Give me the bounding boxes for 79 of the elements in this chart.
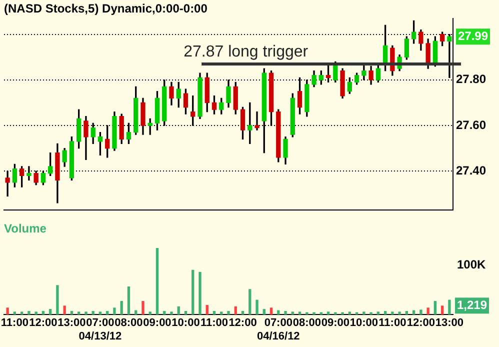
bar <box>184 310 188 315</box>
bar <box>398 312 401 315</box>
bar <box>28 310 30 315</box>
x-tick-label: 11:00 <box>0 317 28 330</box>
bar <box>120 301 123 315</box>
bar <box>78 312 80 315</box>
x-tick-label: 10:00 <box>172 317 200 330</box>
x-tick-label: 12:00 <box>29 317 58 330</box>
x-tick-label: 11:00 <box>200 317 228 330</box>
y-tick-label: 27.40 <box>456 163 486 178</box>
bar <box>127 286 130 315</box>
x-tick-label: 13:00 <box>58 317 86 330</box>
bar <box>348 312 351 315</box>
bar <box>420 310 422 315</box>
bar <box>440 306 444 315</box>
ref-line-label: 27.87 long trigger <box>184 43 309 60</box>
bar <box>362 312 366 315</box>
bar <box>13 312 16 315</box>
x-tick-label: 08:00 <box>114 317 143 330</box>
bar <box>376 312 380 315</box>
bar <box>284 310 287 315</box>
x-tick-label: 12:00 <box>406 317 435 330</box>
x-tick-label: 11:00 <box>378 317 406 330</box>
bar <box>227 310 230 315</box>
bar <box>291 312 294 315</box>
bar <box>256 300 258 315</box>
bar <box>298 312 302 315</box>
x-tick-label: 10:00 <box>350 317 378 330</box>
bar <box>170 312 173 315</box>
x-tick-label: 09:00 <box>321 317 350 330</box>
bar <box>234 306 237 315</box>
bar <box>426 308 430 315</box>
bar <box>312 312 316 315</box>
bar <box>163 310 166 315</box>
x-tick-label: 12:00 <box>228 317 257 330</box>
bar <box>106 310 109 315</box>
chart-title: (NASD Stocks,5) Dynamic,0:00-0:00 <box>4 2 208 16</box>
bar <box>6 308 9 315</box>
bar <box>148 312 152 315</box>
bar <box>391 312 394 315</box>
bar <box>326 312 330 315</box>
bar <box>192 270 194 315</box>
text: 27.99 <box>458 28 488 43</box>
bar <box>212 310 216 315</box>
bar <box>384 310 387 315</box>
bar <box>63 306 66 315</box>
bar <box>84 312 88 315</box>
bar <box>241 310 244 315</box>
bar <box>70 310 74 315</box>
bar <box>142 301 144 315</box>
x-tick-label: 13:00 <box>435 317 464 330</box>
bar <box>405 310 408 315</box>
bar <box>220 312 223 315</box>
text: 100K <box>457 257 486 272</box>
bar <box>248 289 252 315</box>
bar <box>20 312 24 315</box>
y-tick-label: 27.60 <box>456 118 486 132</box>
bar <box>92 310 94 315</box>
bar <box>156 248 159 315</box>
bar <box>198 272 202 315</box>
bar <box>42 310 45 315</box>
bar <box>34 312 38 315</box>
bar <box>262 308 266 315</box>
y-tick-label: 27.80 <box>456 72 486 86</box>
chart-title: Volume <box>4 222 47 236</box>
bar <box>270 308 273 315</box>
bar <box>448 300 451 315</box>
text: 1,219 <box>457 298 488 312</box>
bar <box>113 308 116 315</box>
bar <box>370 312 372 315</box>
bar <box>206 304 208 315</box>
bar <box>341 312 344 315</box>
x-tick-label: 09:00 <box>143 317 172 330</box>
x-tick-label: 08:00 <box>292 317 321 330</box>
bar <box>177 306 180 315</box>
bar <box>98 312 102 315</box>
bar <box>434 301 437 315</box>
bar <box>48 308 52 315</box>
bar <box>56 285 59 315</box>
